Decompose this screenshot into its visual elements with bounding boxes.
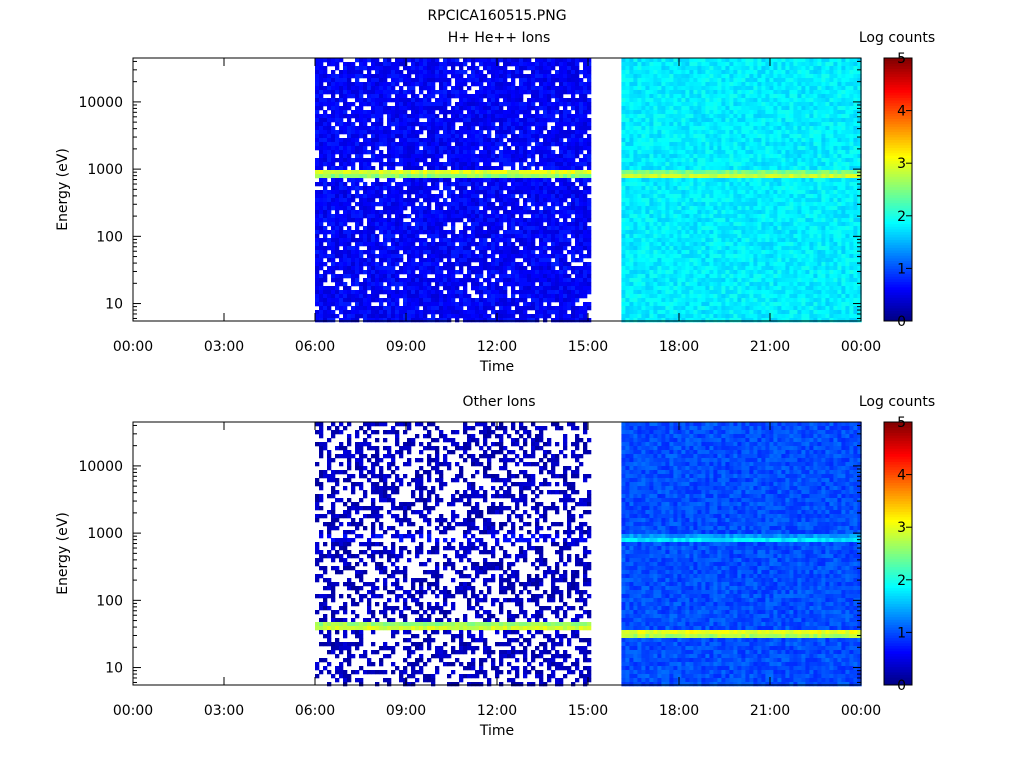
x-tick-label: 21:00 — [750, 339, 790, 355]
colorbar-tick-label: 1 — [897, 261, 906, 277]
y-tick-label: 10000 — [78, 95, 123, 111]
x-tick-label: 00:00 — [841, 703, 881, 719]
figure-title: RPCICA160515.PNG — [427, 8, 566, 24]
x-tick-label: 00:00 — [113, 703, 153, 719]
colorbar-label: Log counts — [859, 394, 935, 410]
x-tick-label: 03:00 — [204, 703, 244, 719]
y-tick-label: 1000 — [87, 162, 123, 178]
x-tick-label: 18:00 — [659, 703, 699, 719]
colorbar-tick-label: 2 — [897, 573, 906, 589]
x-tick-label: 12:00 — [477, 339, 517, 355]
colorbar-tick-label: 3 — [897, 520, 906, 536]
x-tick-label: 03:00 — [204, 339, 244, 355]
y-tick-label: 100 — [96, 229, 123, 245]
x-tick-label: 06:00 — [295, 339, 335, 355]
x-tick-label: 00:00 — [841, 339, 881, 355]
heatmap-cells — [315, 58, 862, 322]
x-tick-label: 21:00 — [750, 703, 790, 719]
y-tick-label: 100 — [96, 593, 123, 609]
y-tick-label: 10 — [105, 297, 123, 313]
colorbar-label: Log counts — [859, 30, 935, 46]
colorbar-tick-label: 4 — [897, 468, 906, 484]
x-axis-label: Time — [479, 723, 514, 739]
x-tick-label: 12:00 — [477, 703, 517, 719]
x-axis-label: Time — [479, 359, 514, 375]
y-axis-label: Energy (eV) — [55, 148, 71, 231]
colorbar-tick-label: 3 — [897, 156, 906, 172]
panel-2 — [133, 422, 912, 686]
panel-title: Other Ions — [462, 394, 535, 410]
y-tick-label: 10000 — [78, 459, 123, 475]
colorbar-tick-label: 0 — [897, 678, 906, 694]
colorbar-tick-label: 5 — [897, 415, 906, 431]
x-tick-label: 00:00 — [113, 339, 153, 355]
x-tick-label: 06:00 — [295, 703, 335, 719]
x-tick-label: 15:00 — [568, 339, 608, 355]
x-tick-label: 15:00 — [568, 703, 608, 719]
heatmap-cells — [315, 422, 862, 686]
colorbar-tick-label: 4 — [897, 104, 906, 120]
panel-title: H+ He++ Ions — [448, 30, 551, 46]
colorbar — [884, 422, 912, 686]
x-tick-label: 09:00 — [386, 703, 426, 719]
x-tick-label: 18:00 — [659, 339, 699, 355]
colorbar-tick-label: 2 — [897, 209, 906, 225]
panel-1 — [133, 58, 912, 322]
y-tick-label: 1000 — [87, 526, 123, 542]
colorbar-tick-label: 1 — [897, 625, 906, 641]
colorbar-tick-label: 5 — [897, 51, 906, 67]
x-tick-label: 09:00 — [386, 339, 426, 355]
y-axis-label: Energy (eV) — [55, 512, 71, 595]
y-tick-label: 10 — [105, 661, 123, 677]
colorbar — [884, 58, 912, 322]
colorbar-tick-label: 0 — [897, 314, 906, 330]
